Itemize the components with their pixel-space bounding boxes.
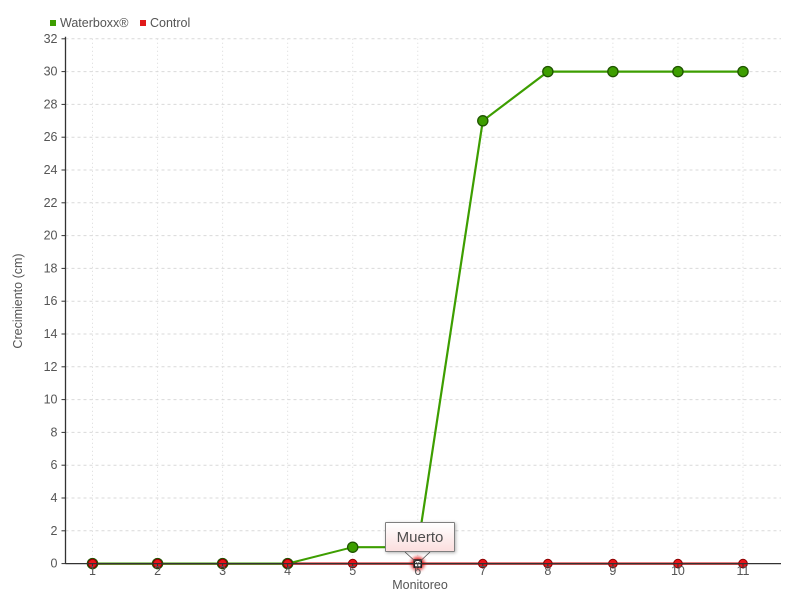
svg-text:11: 11	[737, 564, 750, 578]
svg-text:4: 4	[51, 491, 58, 505]
svg-text:8: 8	[544, 564, 551, 578]
svg-text:6: 6	[414, 564, 421, 578]
svg-text:10: 10	[671, 564, 685, 578]
svg-text:6: 6	[51, 458, 58, 472]
svg-text:28: 28	[44, 97, 58, 111]
svg-text:7: 7	[479, 564, 486, 578]
svg-text:16: 16	[44, 294, 58, 308]
svg-text:10: 10	[44, 393, 58, 407]
svg-text:22: 22	[44, 196, 58, 210]
svg-text:2: 2	[154, 564, 161, 578]
svg-text:12: 12	[44, 360, 58, 374]
svg-text:18: 18	[44, 261, 58, 275]
svg-text:1: 1	[89, 564, 96, 578]
svg-text:3: 3	[219, 564, 226, 578]
svg-text:26: 26	[44, 130, 58, 144]
svg-text:8: 8	[51, 425, 58, 439]
svg-text:20: 20	[44, 229, 58, 243]
svg-text:5: 5	[349, 564, 356, 578]
svg-text:2: 2	[51, 524, 58, 538]
svg-text:30: 30	[44, 65, 58, 79]
svg-text:0: 0	[51, 557, 58, 571]
svg-text:32: 32	[44, 32, 58, 46]
svg-text:9: 9	[609, 564, 616, 578]
svg-text:4: 4	[284, 564, 291, 578]
svg-text:14: 14	[44, 327, 58, 341]
svg-text:24: 24	[44, 163, 58, 177]
